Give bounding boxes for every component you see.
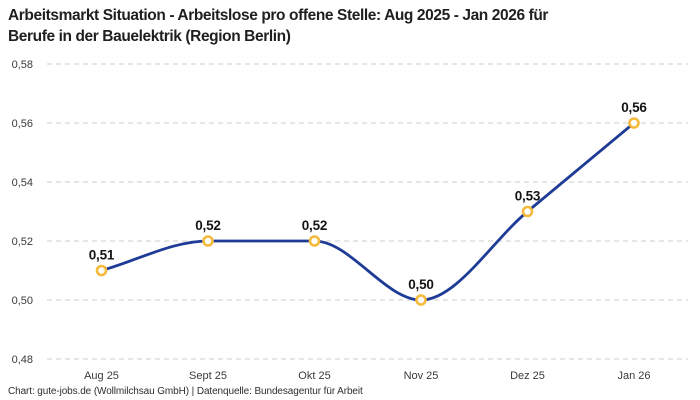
data-point-marker — [415, 294, 427, 306]
x-axis-tick-label: Nov 25 — [404, 370, 439, 382]
data-point-marker — [202, 235, 214, 247]
data-point-marker — [95, 264, 108, 277]
y-axis-tick-label: 0,50 — [12, 295, 33, 307]
data-point-label: 0,52 — [195, 218, 220, 233]
data-point-label: 0,51 — [89, 248, 115, 263]
chart-title-line-2: Berufe in der Bauelektrik (Region Berlin… — [8, 28, 291, 45]
y-axis-tick-label: 0,56 — [12, 118, 33, 130]
y-axis-tick-label: 0,52 — [12, 236, 33, 248]
y-axis-tick-label: 0,48 — [12, 354, 33, 366]
data-point-label: 0,50 — [408, 277, 433, 292]
x-axis-tick-label: Okt 25 — [298, 370, 330, 382]
data-point-marker — [308, 235, 321, 247]
chart-title-line-1: Arbeitsmarkt Situation - Arbeitslose pro… — [8, 7, 549, 24]
data-point-label: 0,52 — [302, 218, 327, 233]
data-point-label: 0,53 — [515, 189, 541, 204]
data-point-marker — [628, 117, 640, 129]
data-series-line — [100, 121, 636, 302]
chart-attribution: Chart: gute-jobs.de (Wollmilchsau GmbH) … — [8, 386, 363, 397]
data-point-label: 0,56 — [621, 100, 647, 115]
chart-title: Arbeitsmarkt Situation - Arbeitslose pro… — [8, 5, 548, 47]
x-axis-tick-label: Jan 26 — [617, 370, 650, 382]
y-axis-tick-label: 0,58 — [12, 59, 33, 71]
x-axis-tick-label: Dez 25 — [510, 370, 545, 382]
data-point-marker — [521, 205, 534, 218]
x-axis-tick-label: Aug 25 — [84, 370, 119, 382]
x-axis-tick-label: Sept 25 — [189, 370, 227, 382]
y-axis-tick-label: 0,54 — [12, 177, 33, 189]
